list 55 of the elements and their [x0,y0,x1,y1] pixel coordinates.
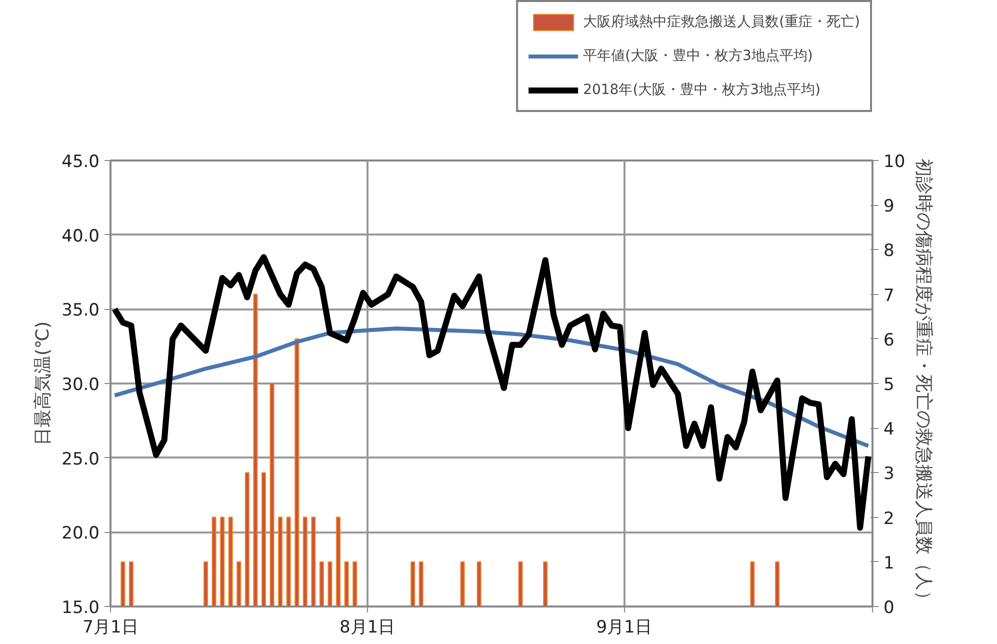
y-tick-label: 25.0 [62,449,100,470]
y-tick-label: 35.0 [62,300,100,321]
x-tick-label: 7月1日 [82,618,138,638]
legend-label: 2018年(大阪・豊中・枚方3地点平均) [583,81,821,99]
bar [543,561,548,606]
bar [311,516,316,606]
y-axis-title: 日最高気温(℃) [32,321,54,446]
y-tick-label: 30.0 [62,375,100,395]
y2-tick-label: 9 [884,196,894,217]
y2-tick-label: 2 [884,508,894,529]
y2-tick-label: 8 [884,241,894,262]
y-tick-label: 15.0 [62,598,100,618]
bar [336,516,341,606]
legend-label: 大阪府域熱中症救急搬送人員数(重症・死亡) [583,13,860,31]
bar [410,561,416,606]
bar [278,516,283,606]
bar [328,561,332,606]
bar [228,516,233,606]
bar [476,561,482,606]
legend-label: 平年値(大阪・豊中・枚方3地点平均) [583,47,813,65]
bar [286,516,291,606]
bar [212,516,216,606]
y2-tick-label: 10 [884,152,906,172]
y2-tick-label: 5 [884,375,894,395]
y2-tick-label: 1 [884,553,894,574]
y2-tick-label: 6 [884,330,894,350]
bar [460,561,465,606]
bar [236,561,242,606]
y-tick-label: 45.0 [62,152,100,172]
bar [302,516,308,606]
bar [253,294,258,606]
bar [418,561,424,606]
bar [261,472,266,606]
y-tick-label: 20.0 [62,524,100,544]
bar [775,561,780,606]
bar [344,561,349,606]
y2-tick-label: 4 [884,420,894,440]
bar [294,338,300,606]
y2-tick-label: 0 [884,598,894,618]
x-tick-label: 8月1日 [339,618,396,638]
bar [244,472,250,606]
y2-tick-label: 3 [884,464,894,484]
y-tick-label: 40.0 [62,226,100,246]
bar [120,561,126,606]
bar [128,561,134,606]
bar [750,561,755,606]
bar [220,516,225,606]
bar [518,561,523,606]
x-tick-label: 9月1日 [596,618,652,638]
bar [319,561,324,606]
y2-tick-label: 7 [884,286,894,306]
bar [270,383,274,606]
bar [204,561,208,606]
bar [352,561,358,606]
y2-axis-title: 初診時の傷病程度が重症・死亡の救急搬送人員数（人） [913,158,934,608]
